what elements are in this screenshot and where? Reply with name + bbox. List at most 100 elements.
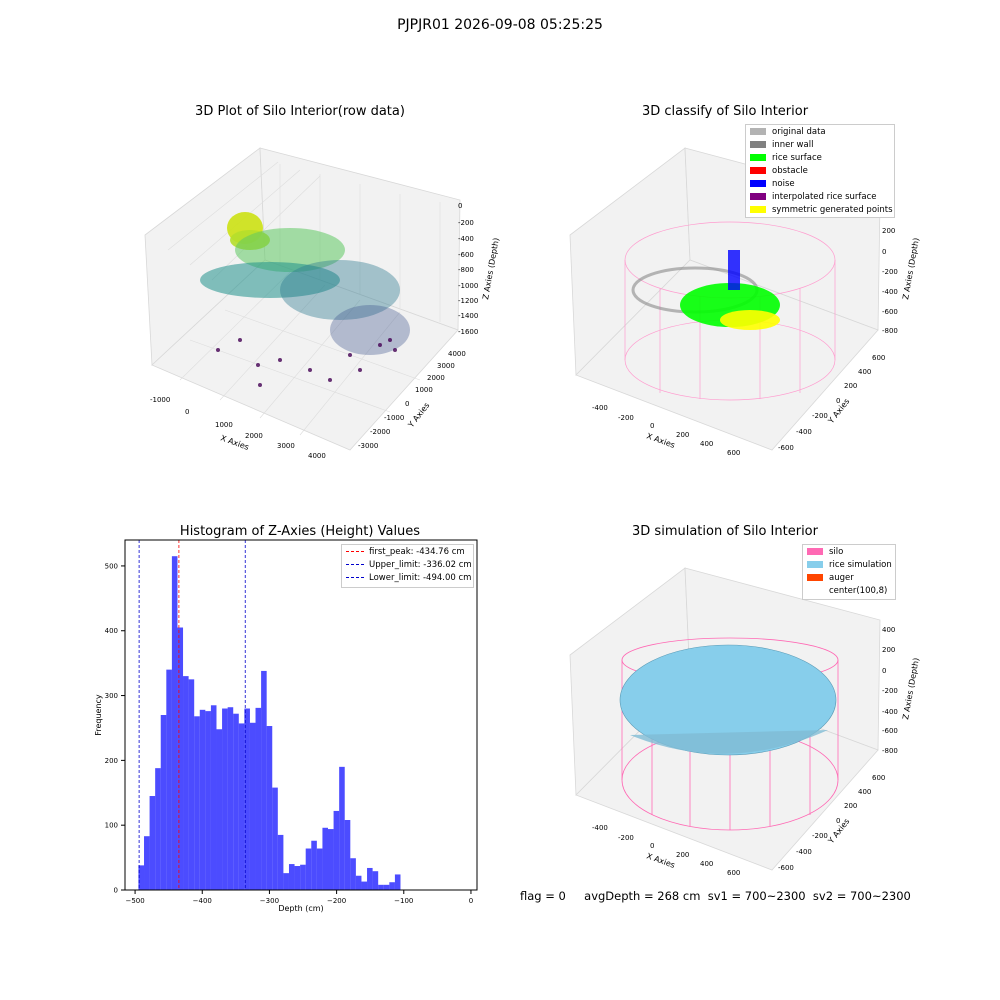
histogram-bar — [344, 820, 351, 890]
histogram-ytick-label: 400 — [105, 627, 118, 635]
classify-legend-swatch — [750, 193, 766, 200]
histogram-xtick-label: −200 — [327, 897, 346, 905]
histogram-bar — [266, 726, 273, 890]
raw-ytick: -2000 — [370, 428, 390, 436]
classify-legend-swatch — [750, 141, 766, 148]
classify-legend-label: inner wall — [772, 139, 814, 150]
histogram-xtick-label: −400 — [193, 897, 212, 905]
histogram-bar — [378, 884, 384, 890]
classify-legend-swatch — [750, 167, 766, 174]
raw-ytick: 0 — [405, 400, 409, 408]
classify-legend-swatch — [750, 154, 766, 161]
classify-ztick: -600 — [882, 308, 898, 316]
histogram-legend: first_peak: -434.76 cm Upper_limit: -336.… — [341, 544, 474, 588]
classify-legend: original data inner wall rice surface obsta… — [745, 124, 895, 218]
raw-ztick: -800 — [458, 266, 474, 274]
figure-title: PJPJR01 2026-09-08 05:25:25 — [397, 17, 603, 33]
raw-xtick: -1000 — [150, 396, 170, 404]
histogram-bar — [155, 768, 161, 890]
simulation-3d-plot: -400 -200 0 200 400 600 -600 -400 -200 0… — [569, 567, 920, 877]
classify-xlabel: X Axies — [645, 431, 676, 450]
simulation-ztick: -400 — [882, 708, 898, 716]
histogram-bar — [294, 866, 301, 890]
histogram-bar — [300, 864, 306, 890]
classify-legend-item: interpolated rice surface — [746, 190, 894, 203]
classify-legend-swatch — [750, 206, 766, 213]
simulation-ztick: 400 — [882, 626, 895, 634]
histogram-bar — [199, 709, 206, 890]
raw-ytick: 2000 — [427, 374, 445, 382]
raw-point-cloud — [200, 212, 410, 355]
histogram-bar — [328, 829, 334, 890]
raw-xtick: 2000 — [245, 432, 263, 440]
simulation-legend-swatch — [807, 548, 823, 555]
classify-ytick: 400 — [858, 368, 871, 376]
histogram-bar — [222, 708, 228, 890]
classify-legend-swatch — [750, 128, 766, 135]
classify-zlabel: Z Axies (Depth) — [901, 237, 920, 300]
histogram-legend-item: Upper_limit: -336.02 cm — [342, 558, 473, 571]
histogram-bar — [233, 713, 239, 890]
simulation-legend-item: center(100,8) — [803, 584, 895, 597]
histogram-bar — [339, 766, 345, 890]
simulation-ytick: -600 — [778, 864, 794, 872]
classify-xtick: -200 — [618, 414, 634, 422]
raw-ylabel: Y Axies — [406, 401, 432, 430]
classify-3d-plot: -400 -200 0 200 400 600 -600 -400 -200 0… — [569, 147, 920, 457]
histogram-legend-item: Lower_limit: -494.00 cm — [342, 571, 473, 584]
classify-ztick: -400 — [882, 288, 898, 296]
avg-depth-text: avgDepth = 268 cm sv1 = 700~2300 sv2 = 7… — [584, 889, 911, 903]
simulation-legend-item: silo — [803, 545, 895, 558]
simulation-plot-title: 3D simulation of Silo Interior — [632, 524, 818, 539]
histogram-bar — [311, 840, 317, 890]
histogram-bar — [227, 707, 234, 890]
simulation-legend-swatch — [807, 574, 823, 581]
histogram-chart: −500 −400 −300 −200 −100 0 0 100 200 300 400 500 D… — [94, 539, 478, 913]
simulation-ytick: 600 — [872, 774, 885, 782]
simulation-legend-item: auger — [803, 571, 895, 584]
raw-ytick: 3000 — [437, 362, 455, 370]
simulation-xlabel: X Axies — [645, 851, 676, 870]
raw-xtick: 1000 — [215, 421, 233, 429]
classify-ytick: -200 — [812, 412, 828, 420]
simulation-xtick: 0 — [650, 842, 654, 850]
histogram-reference-lines — [138, 540, 246, 890]
histogram-legend-item: first_peak: -434.76 cm — [342, 545, 473, 558]
raw-xtick: 3000 — [277, 442, 295, 450]
raw-ztick: -400 — [458, 235, 474, 243]
raw-xtick: 4000 — [308, 452, 326, 460]
histogram-bar — [367, 867, 373, 890]
histogram-bar — [205, 711, 211, 890]
classify-xtick: 600 — [727, 449, 740, 457]
simulation-legend-label: silo — [829, 546, 844, 557]
classify-legend-label: rice surface — [772, 152, 822, 163]
histogram-bar — [160, 715, 167, 890]
histogram-bar — [244, 708, 250, 890]
simulation-xtick: 400 — [700, 860, 713, 868]
histogram-bar — [177, 627, 184, 890]
classify-ytick: -400 — [796, 428, 812, 436]
simulation-zlabel: Z Axies (Depth) — [901, 657, 920, 720]
simulation-legend: silo rice simulation auger center(100,8) — [802, 544, 896, 600]
classify-legend-label: obstacle — [772, 165, 808, 176]
classify-ytick: 200 — [844, 382, 857, 390]
histogram-xtick-label: −100 — [394, 897, 413, 905]
footer-stats: flag = 0 avgDepth = 268 cm sv1 = 700~230… — [520, 889, 911, 903]
classify-xtick: 400 — [700, 440, 713, 448]
simulation-ztick: -600 — [882, 727, 898, 735]
histogram-bar — [272, 787, 278, 890]
histogram-bar — [383, 884, 390, 890]
classify-legend-swatch — [750, 180, 766, 187]
histogram-bar — [333, 810, 340, 890]
raw-ztick: -200 — [458, 219, 474, 227]
raw-plot-title: 3D Plot of Silo Interior(row data) — [195, 104, 405, 119]
histogram-bar — [216, 729, 223, 890]
simulation-xtick: -200 — [618, 834, 634, 842]
classify-ztick: 0 — [882, 248, 886, 256]
histogram-legend-label: Upper_limit: -336.02 cm — [369, 559, 472, 570]
classify-plot-title: 3D classify of Silo Interior — [641, 104, 809, 119]
classify-ztick: -800 — [882, 327, 898, 335]
simulation-ztick: -200 — [882, 687, 898, 695]
simulation-ztick: 200 — [882, 646, 895, 654]
classify-legend-item: inner wall — [746, 138, 894, 151]
